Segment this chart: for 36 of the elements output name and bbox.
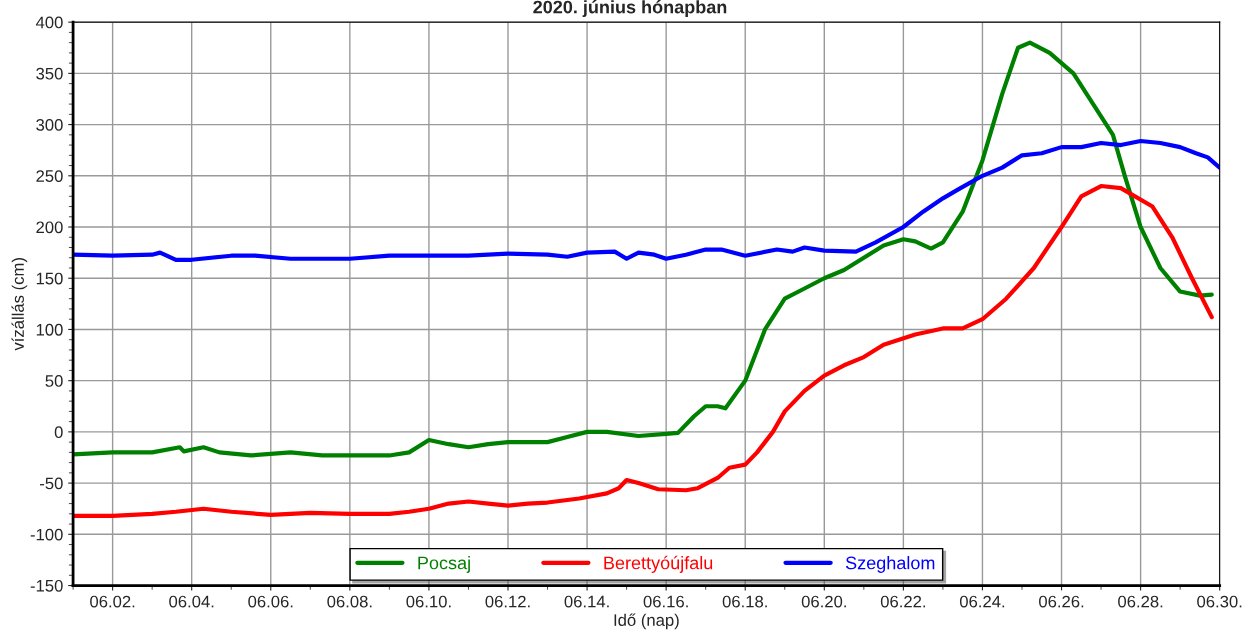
x-tick-label: 06.10.: [406, 595, 451, 608]
y-tick-label: 100: [36, 323, 63, 336]
x-axis-title: Idő (nap): [614, 613, 679, 630]
x-tick-label: 06.18.: [722, 595, 767, 608]
x-tick-label: 06.08.: [327, 595, 372, 608]
x-tick-label: 06.14.: [564, 595, 609, 608]
y-tick-label: 250: [36, 170, 63, 182]
x-tick-label: 06.20.: [801, 595, 846, 608]
y-tick-label: -50: [40, 477, 63, 490]
y-tick-label: 400: [35, 16, 63, 29]
y-tick-label: -150: [30, 579, 63, 592]
x-tick-label: 06.16.: [643, 595, 688, 608]
x-tick-label: 06.12.: [485, 595, 530, 608]
x-tick-label: 06.22.: [880, 595, 926, 608]
legend-label: Berettyóújfalu: [604, 555, 713, 573]
y-tick-label: 350: [36, 67, 63, 80]
legend-label: Pocsaj: [418, 556, 470, 573]
chart-title: 2020. június hónapban: [533, 0, 727, 17]
x-tick-label: 06.28.: [1118, 595, 1163, 608]
x-tick-label: 06.06.: [248, 595, 293, 608]
y-tick-label: 150: [36, 272, 63, 285]
line-series: [73, 183, 1214, 518]
line-series: [73, 40, 1214, 458]
y-tick-label: 200: [36, 221, 63, 234]
y-tick-label: 300: [36, 118, 63, 131]
y-tick-label: 50: [45, 375, 63, 387]
x-tick-label: 06.30.: [1197, 595, 1242, 608]
x-tick-label: 06.26.: [1039, 595, 1084, 608]
legend-label: Szeghalom: [845, 556, 935, 573]
y-tick-label: 0: [54, 426, 63, 439]
x-tick-label: 06.02.: [90, 595, 135, 608]
y-tick-label: -100: [30, 528, 63, 541]
line-series: [73, 138, 1220, 262]
x-tick-label: 06.24.: [959, 595, 1005, 608]
y-axis-title: vízállás (cm): [11, 258, 28, 351]
x-tick-label: 06.04.: [169, 595, 214, 608]
